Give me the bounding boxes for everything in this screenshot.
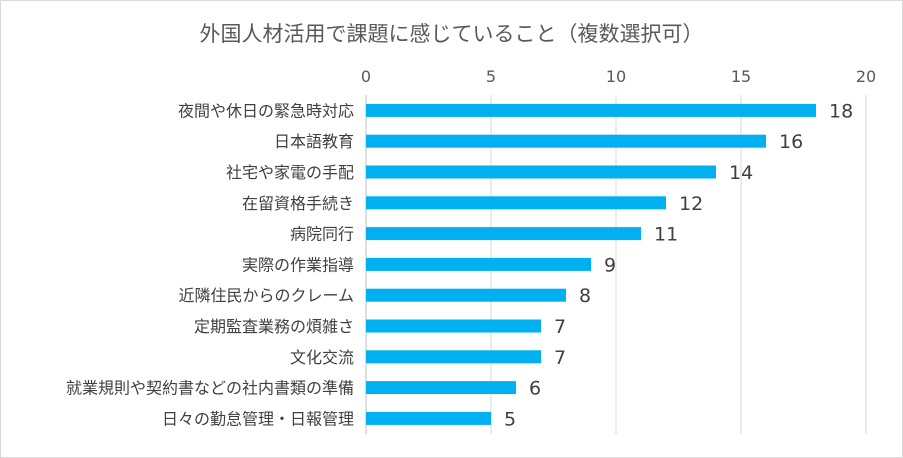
- data-label: 9: [604, 254, 616, 276]
- data-label: 14: [729, 162, 753, 184]
- data-label: 11: [654, 224, 678, 246]
- bar: [366, 319, 541, 333]
- x-tick-label: 15: [731, 67, 751, 86]
- x-tick-label: 20: [856, 67, 876, 86]
- data-label: 16: [779, 131, 803, 153]
- bar: [366, 411, 491, 425]
- bar: [366, 257, 591, 271]
- data-label: 8: [579, 285, 591, 307]
- bar: [366, 103, 816, 117]
- category-label: 日本語教育: [274, 132, 354, 151]
- category-label: 日々の勤怠管理・日報管理: [162, 409, 354, 428]
- category-label: 実際の作業指導: [242, 255, 354, 274]
- x-tick-label: 5: [486, 67, 496, 86]
- data-label: 18: [829, 100, 853, 122]
- data-label: 6: [529, 378, 541, 400]
- bar: [366, 227, 641, 241]
- bar: [366, 350, 541, 364]
- category-label: 在留資格手続き: [242, 194, 354, 213]
- data-label: 5: [504, 408, 516, 430]
- bar: [366, 196, 666, 210]
- bar: [366, 134, 766, 148]
- category-label: 社宅や家電の手配: [226, 163, 354, 182]
- bar: [366, 165, 716, 179]
- category-label: 近隣住民からのクレーム: [178, 286, 354, 305]
- category-label: 病院同行: [290, 225, 354, 244]
- category-label: 夜間や休日の緊急時対応: [178, 101, 354, 120]
- data-label: 7: [554, 316, 566, 338]
- bar: [366, 381, 516, 395]
- chart-title: 外国人材活用で課題に感じていること（複数選択可）: [199, 22, 704, 46]
- data-label: 12: [679, 193, 703, 215]
- category-label: 定期監査業務の煩雑さ: [194, 317, 354, 336]
- bar: [366, 288, 566, 302]
- category-label: 文化交流: [290, 348, 354, 367]
- category-label: 就業規則や契約書などの社内書類の準備: [66, 379, 354, 398]
- data-label: 7: [554, 347, 566, 369]
- x-tick-label: 10: [606, 67, 626, 86]
- x-tick-label: 0: [361, 67, 371, 86]
